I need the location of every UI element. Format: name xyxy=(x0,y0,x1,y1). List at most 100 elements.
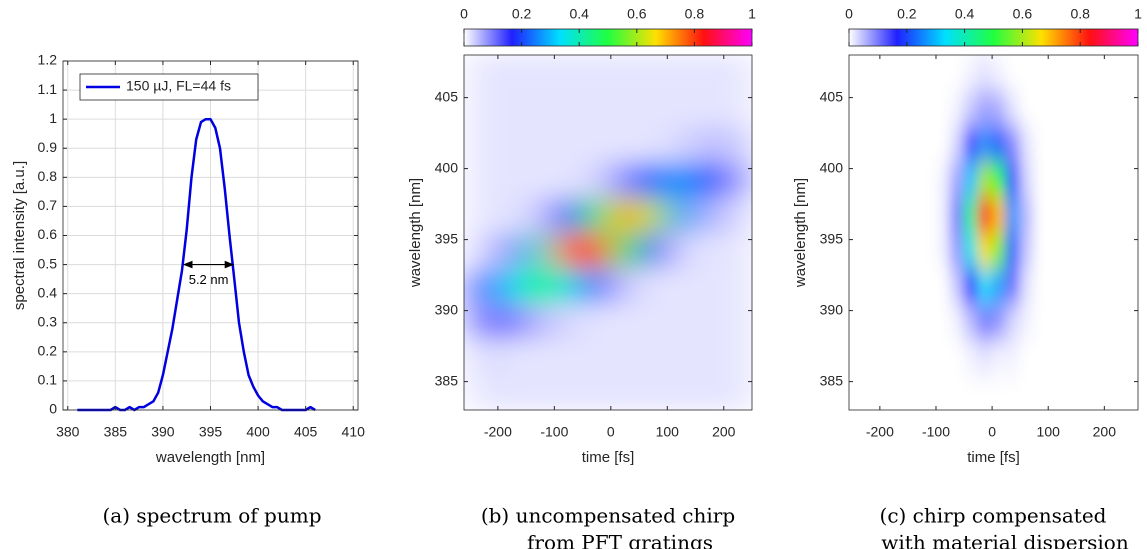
x-axis-label: time [fs] xyxy=(967,449,1020,466)
heatmap-cell xyxy=(582,196,612,233)
x-tick-label: 0 xyxy=(988,424,996,440)
x-tick-label: 400 xyxy=(246,424,270,440)
colorbar-tick-label: 0.2 xyxy=(512,6,532,22)
heatmap-cell xyxy=(949,374,965,410)
heatmap-cell xyxy=(666,374,697,410)
heatmap-cell xyxy=(497,303,527,340)
heatmap-cell xyxy=(1033,374,1049,410)
heatmap-cell xyxy=(610,303,640,340)
heatmap-cell xyxy=(935,125,951,162)
y-tick-label: 385 xyxy=(820,372,844,388)
heatmap-cell xyxy=(949,125,965,162)
legend-label: 150 µJ, FL=44 fs xyxy=(126,78,231,94)
heatmap-cell xyxy=(935,196,951,233)
heatmap-cell xyxy=(469,55,499,91)
heatmap-cell xyxy=(610,125,640,162)
heatmap-cell xyxy=(1019,303,1035,340)
heatmap-cell xyxy=(553,90,584,127)
heatmap-cell xyxy=(1019,232,1035,269)
heatmap-cell xyxy=(525,374,555,410)
colorbar-tick-label: 0 xyxy=(845,6,853,22)
heatmap-cell xyxy=(977,374,993,410)
heatmap-cell xyxy=(553,267,584,304)
heatmap-cells xyxy=(851,55,1133,410)
heatmap-cell xyxy=(525,161,555,198)
heatmap-cell xyxy=(991,125,1007,162)
x-tick-label: 385 xyxy=(104,424,128,440)
heatmap-cell xyxy=(1019,374,1035,410)
colorbar-tick-label: 0.4 xyxy=(569,6,589,22)
y-tick-label: 395 xyxy=(820,230,844,246)
heatmap-cell xyxy=(553,232,584,269)
heatmap-cell xyxy=(851,303,937,340)
heatmap-cell xyxy=(1033,303,1049,340)
heatmap-cell xyxy=(1005,303,1021,340)
x-tick-label: -200 xyxy=(484,424,512,440)
panel: 150 µJ, FL=44 fs 5.2 nm 380 385 390 395 400 405… xyxy=(11,52,365,528)
x-tick-label: 200 xyxy=(712,424,736,440)
colorbar-tick-label: 0.6 xyxy=(627,6,647,22)
heatmap-cell xyxy=(610,161,640,198)
heatmap-cell xyxy=(977,232,993,269)
heatmap-cell xyxy=(991,374,1007,410)
x-tick-label: 410 xyxy=(342,424,366,440)
x-tick-label: 380 xyxy=(56,424,80,440)
y-tick-label: 385 xyxy=(435,372,459,388)
heatmap-cell xyxy=(553,196,584,233)
heatmap-cell xyxy=(935,232,951,269)
heatmap-cell xyxy=(666,232,697,269)
heatmap-cell xyxy=(1033,125,1049,162)
heatmap-cell xyxy=(723,303,752,340)
heatmap-cell xyxy=(553,161,584,198)
heatmap-cell xyxy=(610,196,640,233)
heatmap-cell xyxy=(497,55,527,91)
heatmap-cell xyxy=(991,267,1007,304)
caption: with material dispersion xyxy=(881,531,1129,549)
heatmap-cell xyxy=(525,125,555,162)
heatmap-cell xyxy=(638,55,668,91)
heatmap-cell xyxy=(1019,90,1035,127)
heatmap-cell xyxy=(553,303,584,340)
heatmap-cell xyxy=(977,55,993,91)
heatmap-cell xyxy=(963,55,979,91)
heatmap-cell xyxy=(963,232,979,269)
heatmap-cell xyxy=(991,338,1007,375)
heatmap-cell xyxy=(582,303,612,340)
x-tick-label: 100 xyxy=(1037,424,1061,440)
y-tick-label: 0.9 xyxy=(38,139,58,155)
heatmap-cell xyxy=(582,125,612,162)
heatmap-cell xyxy=(469,125,499,162)
x-tick-label: -100 xyxy=(922,424,950,440)
x-axis-label: wavelength [nm] xyxy=(155,449,265,466)
caption: from PFT gratings xyxy=(527,531,713,549)
heatmap-cell xyxy=(666,161,697,198)
heatmap-cell xyxy=(638,232,668,269)
heatmap-cell xyxy=(1047,196,1133,233)
heatmap-cell xyxy=(723,338,752,375)
heatmap-cell xyxy=(1005,374,1021,410)
colorbar-tick-label: 0.8 xyxy=(685,6,705,22)
heatmap-cell xyxy=(525,196,555,233)
heatmap-cell xyxy=(638,161,668,198)
heatmap-cell xyxy=(666,303,697,340)
heatmap-cell xyxy=(695,196,725,233)
colorbar xyxy=(848,28,1139,47)
y-axis-label: spectral intensity [a.u.] xyxy=(11,161,28,310)
heatmap-cell xyxy=(1019,267,1035,304)
heatmap-cell xyxy=(851,374,937,410)
heatmap-cell xyxy=(497,196,527,233)
heatmap-cell xyxy=(1005,232,1021,269)
heatmap-cell xyxy=(497,232,527,269)
annotation-label: 5.2 nm xyxy=(189,272,229,287)
heatmap-cell xyxy=(525,90,555,127)
y-axis-label: wavelength [nm] xyxy=(407,178,424,288)
y-tick-label: 400 xyxy=(820,159,844,175)
heatmap-cell xyxy=(949,55,965,91)
heatmap-cell xyxy=(851,125,937,162)
heatmap-cell xyxy=(469,267,499,304)
colorbar-tick-label: 1 xyxy=(1134,6,1142,22)
y-tick-label: 0.5 xyxy=(38,255,58,271)
heatmap-cell xyxy=(991,196,1007,233)
heatmap-cell xyxy=(963,196,979,233)
